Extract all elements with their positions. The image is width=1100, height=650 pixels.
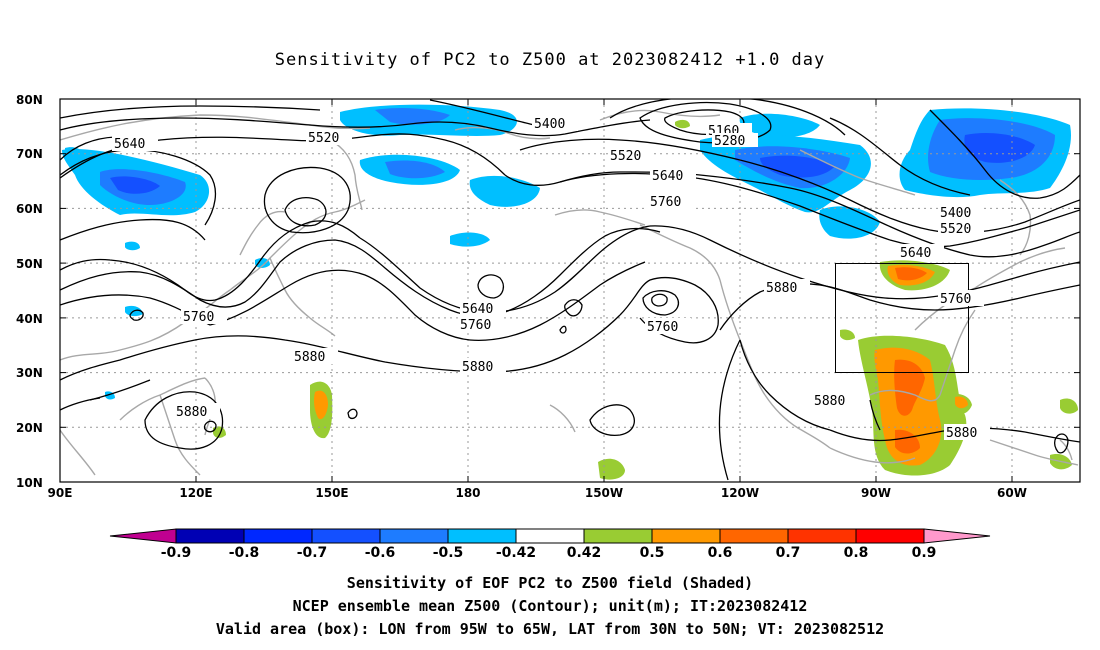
contour-labels: 5640 5520 5400 5160 5280 5520 5640 5760 … [112,115,990,441]
lat-label: 30N [16,366,43,380]
colorbar-swatch [243,528,313,544]
contour-label: 5760 [650,195,681,210]
lon-label: 120W [721,486,759,500]
colorbar-swatch [447,528,517,544]
contour-label: 5640 [462,302,493,317]
colorbar-tick-label: 0.7 [776,545,801,561]
contour-label: 5400 [940,206,971,221]
colorbar-swatch [515,528,585,544]
colorbar-swatch [583,528,653,544]
colorbar-swatch [719,528,789,544]
colorbar-tick-label: 0.8 [844,545,869,561]
lon-label: 60W [997,486,1027,500]
colorbar-tick-labels: -0.9 -0.8 -0.7 -0.6 -0.5 -0.42 0.42 0.5 0.6 0.7 0.… [161,545,937,561]
contour-label: 5880 [462,360,493,375]
contour-label: 5760 [183,310,214,325]
colorbar-swatch [855,528,925,544]
contour-label: 5760 [647,320,678,335]
contour-label: 5760 [460,318,491,333]
contour-label: 5640 [900,246,931,261]
lat-label: 40N [16,312,43,326]
contour-label: 5880 [294,350,325,365]
contour-label: 5280 [714,134,745,149]
lon-label: 150E [315,486,348,500]
colorbar-swatch [175,528,245,544]
colorbar-swatch [651,528,721,544]
longitude-labels: 90E 120E 150E 180 150W 120W 90W 60W [48,486,1027,500]
contour-label: 5520 [940,222,971,237]
caption-line-1: Sensitivity of EOF PC2 to Z500 field (Sh… [346,574,754,592]
colorbar-tick-label: -0.8 [229,545,260,561]
colorbar-tick-label: 0.5 [640,545,665,561]
positive-sensitivity-shading [213,119,1078,480]
lon-label: 180 [455,486,480,500]
colorbar-tick-label: -0.5 [433,545,464,561]
latitude-labels: 80N 70N 60N 50N 40N 30N 20N 10N [16,93,43,490]
contour-label: 5880 [766,281,797,296]
colorbar-tick-label: 0.9 [912,545,937,561]
colorbar-swatch [311,528,381,544]
lat-label: 20N [16,421,43,435]
colorbar [109,528,991,544]
map-title: Sensitivity of PC2 to Z500 at 2023082412… [274,50,826,70]
colorbar-tick-label: -0.6 [365,545,396,561]
contour-label: 5640 [114,137,145,152]
map-frame [59,98,1081,483]
caption-line-2: NCEP ensemble mean Z500 (Contour); unit(… [292,597,808,615]
contour-label: 5520 [308,131,339,146]
caption-line-3: Valid area (box): LON from 95W to 65W, L… [215,620,885,638]
contour-label: 5400 [534,117,565,132]
colorbar-tick-label: -0.9 [161,545,192,561]
lat-label: 50N [16,257,43,271]
contour-label: 5640 [652,169,683,184]
colorbar-tick-label: 0.42 [567,545,602,561]
contour-label: 5520 [610,149,641,164]
lon-label: 90W [861,486,891,500]
lat-label: 10N [16,476,43,490]
lat-label: 80N [16,93,43,107]
colorbar-tick-label: -0.42 [496,545,536,561]
contour-label: 5880 [946,426,977,441]
contour-label: 5880 [176,405,207,420]
valid-area-box [835,263,969,373]
colorbar-tick-label: -0.7 [297,545,328,561]
lat-label: 60N [16,202,43,216]
colorbar-swatch [787,528,857,544]
colorbar-min-arrow [109,528,177,544]
colorbar-swatch [379,528,449,544]
colorbar-tick-label: 0.6 [708,545,733,561]
lon-label: 90E [48,486,73,500]
axis-ticks [60,98,1080,482]
lon-label: 150W [585,486,623,500]
contour-label: 5880 [814,394,845,409]
contour-label: 5760 [940,292,971,307]
colorbar-max-arrow [923,528,991,544]
lon-label: 120E [179,486,212,500]
lat-label: 70N [16,147,43,161]
